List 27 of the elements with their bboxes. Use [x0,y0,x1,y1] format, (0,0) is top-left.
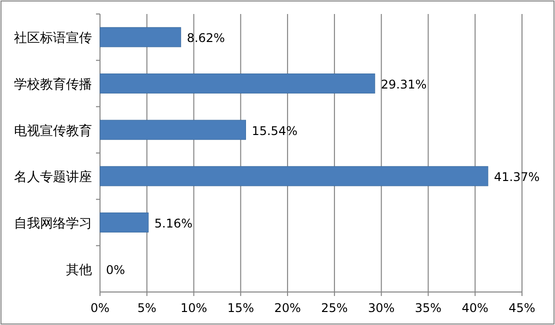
x-tick-label: 35% [414,301,442,315]
bar [100,74,376,94]
data-label: 15.54% [252,124,298,138]
y-tick-label: 学校教育传播 [14,76,92,92]
y-tick-label: 名人专题讲座 [14,169,92,186]
data-label: 41.37% [494,170,540,184]
data-label: 0% [106,262,126,277]
x-tick-label: 10% [180,301,208,315]
x-tick-label: 5% [137,301,156,315]
bar [100,27,182,48]
y-tick-label: 电视宣传教育 [14,122,92,139]
data-label: 8.62% [186,31,225,46]
data-label: 29.31% [380,78,427,92]
bar [100,166,488,186]
x-tick-label: 15% [227,301,254,315]
data-label: 5.16% [154,216,193,230]
x-tick-label: 25% [321,301,348,315]
y-tick-label: 自我网络学习 [14,216,92,232]
x-tick-label: 30% [368,301,395,315]
y-tick-label: 社区标语宣传 [14,30,92,46]
bar [100,212,149,232]
x-tick-label: 45% [508,301,536,315]
x-tick-label: 40% [462,301,488,315]
bar [100,120,246,140]
y-tick-label: 其他 [66,262,92,278]
x-tick-label: 20% [274,301,301,315]
x-tick-label: 0% [90,301,110,315]
